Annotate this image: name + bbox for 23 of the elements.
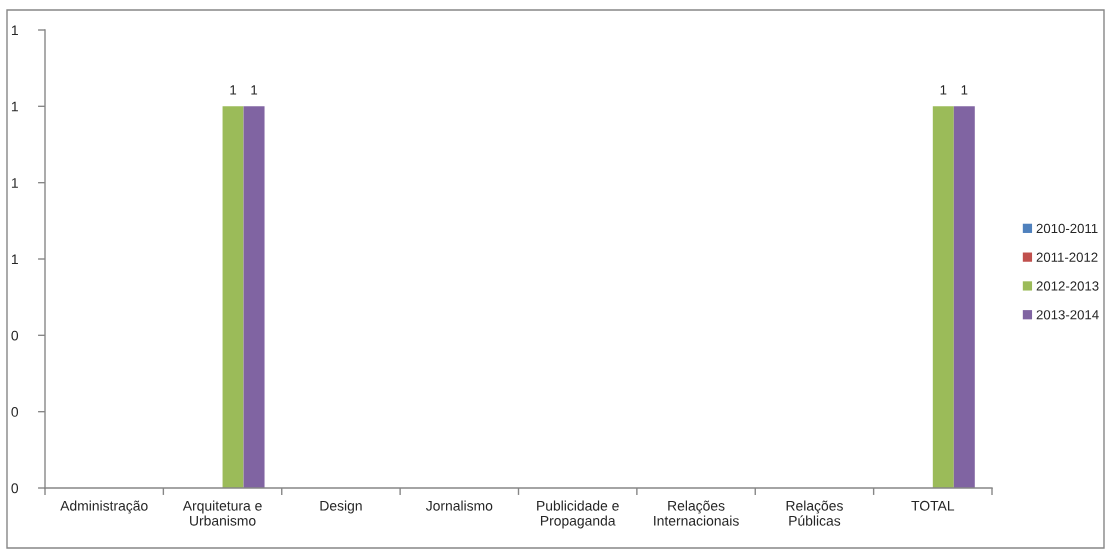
y-tick-label: 1 (11, 101, 18, 112)
x-tick-label: Relações Internacionais (654, 500, 739, 526)
y-tick-label: 1 (11, 254, 18, 265)
y-tick-label: 1 (11, 178, 18, 188)
data-label: 1 (230, 85, 237, 95)
x-tick-label: Relações Públicas (786, 500, 843, 526)
data-label: 1 (940, 85, 947, 95)
x-tick-label: Design (320, 500, 362, 514)
x-tick-label: Jornalismo (425, 500, 493, 511)
legend-label: 2013-2014 (1036, 310, 1099, 320)
y-tick-label: 0 (11, 407, 19, 417)
y-tick-label: 0 (11, 483, 19, 494)
x-tick-label: Publicidade e Propaganda (537, 500, 619, 529)
legend-label: 2012-2013 (1036, 281, 1099, 291)
data-label: 1 (251, 85, 258, 95)
data-label: 1 (961, 85, 968, 95)
y-tick-label: 0 (11, 330, 19, 341)
y-tick-label: 1 (11, 25, 18, 36)
x-tick-label: Arquitetura e Urbanismo (182, 500, 262, 526)
legend-label: 2010-2011 (1036, 223, 1098, 234)
x-tick-label: TOTAL (911, 500, 955, 511)
legend-label: 2011-2012 (1036, 252, 1098, 262)
x-tick-label: Administração (60, 500, 148, 514)
